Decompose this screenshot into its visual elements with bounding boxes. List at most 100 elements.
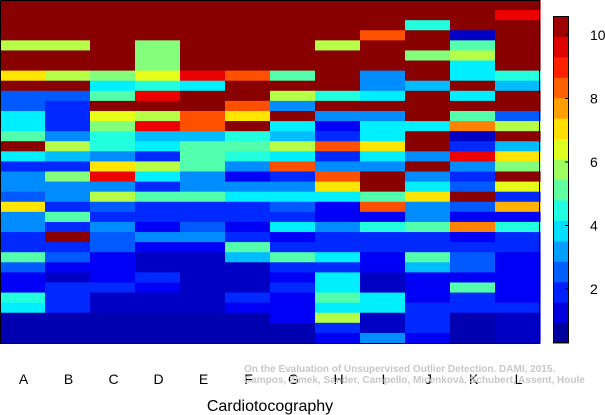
- heatmap-cell: [0, 322, 46, 334]
- heatmap-cell: [495, 312, 541, 324]
- heatmap-cell: [45, 221, 91, 233]
- heatmap-cell: [90, 181, 136, 193]
- heatmap-cell: [270, 332, 316, 344]
- heatmap-cell: [270, 131, 316, 142]
- heatmap-cell: [0, 211, 46, 223]
- heatmap-cell: [450, 191, 496, 203]
- heatmap-cell: [405, 60, 451, 72]
- caption: On the Evaluation of Unsupervised Outlie…: [244, 364, 585, 386]
- heatmap-cell: [315, 262, 361, 273]
- heatmap-cell: [360, 252, 406, 263]
- heatmap-cell: [450, 302, 496, 314]
- heatmap-cell: [135, 242, 181, 253]
- heatmap-cell: [405, 191, 451, 203]
- heatmap-cell: [225, 322, 271, 334]
- heatmap-cell: [45, 121, 91, 132]
- heatmap-cell: [180, 282, 226, 294]
- heatmap-cell: [135, 161, 181, 173]
- heatmap-cell: [360, 30, 406, 41]
- heatmap-cell: [180, 232, 226, 243]
- heatmap-cell: [270, 292, 316, 304]
- heatmap-cell: [270, 232, 316, 243]
- heatmap-cell: [180, 80, 226, 92]
- heatmap-cell: [450, 292, 496, 304]
- colorbar-segment: [553, 240, 569, 262]
- heatmap-cell: [495, 272, 541, 284]
- heatmap-cell: [135, 262, 181, 273]
- plot-frame: [0, 0, 540, 344]
- colorbar-segment: [553, 97, 569, 119]
- heatmap-cell: [45, 191, 91, 203]
- x-tick-label: I: [382, 371, 386, 387]
- heatmap-cell: [135, 252, 181, 263]
- heatmap-cell: [45, 272, 91, 284]
- heatmap-cell: [135, 10, 181, 21]
- heatmap-cell: [0, 90, 46, 102]
- heatmap-cell: [405, 332, 451, 344]
- heatmap-cell: [360, 232, 406, 243]
- heatmap-cell: [450, 90, 496, 102]
- heatmap-cell: [315, 30, 361, 41]
- colorbar-tick-label: 2: [590, 281, 598, 297]
- heatmap-cell: [360, 151, 406, 163]
- heatmap-cell: [450, 312, 496, 324]
- heatmap-cell: [360, 80, 406, 92]
- heatmap-cell: [405, 90, 451, 102]
- heatmap-cell: [360, 110, 406, 122]
- heatmap-cell: [450, 171, 496, 183]
- heatmap-cell: [360, 302, 406, 314]
- heatmap-cell: [270, 50, 316, 62]
- heatmap-cell: [495, 131, 541, 142]
- caption-line: On the Evaluation of Unsupervised Outlie…: [244, 364, 555, 375]
- heatmap-cell: [0, 201, 46, 213]
- x-tick-label: H: [333, 371, 343, 387]
- x-tick-label: B: [64, 371, 73, 387]
- heatmap-cell: [450, 10, 496, 21]
- heatmap-cell: [0, 272, 46, 284]
- colorbar-tick-label: 4: [590, 218, 598, 234]
- heatmap-cell: [270, 90, 316, 102]
- heatmap-cell: [450, 282, 496, 294]
- heatmap-cell: [315, 272, 361, 284]
- heatmap-cell: [0, 20, 46, 31]
- heatmap-cell: [360, 171, 406, 183]
- heatmap-cell: [405, 211, 451, 223]
- heatmap-cell: [270, 211, 316, 223]
- heatmap-cell: [315, 141, 361, 152]
- heatmap-cell: [225, 201, 271, 213]
- heatmap-cell: [45, 262, 91, 273]
- colorbar-segment: [553, 159, 569, 180]
- x-axis-label: Cardiotocography: [207, 398, 333, 415]
- heatmap-cell: [225, 30, 271, 41]
- heatmap-cell: [315, 151, 361, 163]
- heatmap-cell: [225, 302, 271, 314]
- heatmap-cell: [270, 282, 316, 294]
- heatmap-cell: [90, 332, 136, 344]
- heatmap-cell: [0, 232, 46, 243]
- heatmap-cell: [135, 181, 181, 193]
- heatmap-cell: [360, 312, 406, 324]
- heatmap-cell: [90, 90, 136, 102]
- heatmap-cell: [225, 40, 271, 52]
- heatmap-cell: [0, 282, 46, 294]
- heatmap-cell: [135, 232, 181, 243]
- heatmap-cell: [360, 161, 406, 173]
- heatmap-cell: [360, 191, 406, 203]
- heatmap-cell: [225, 272, 271, 284]
- heatmap-cell: [270, 30, 316, 41]
- heatmap-cell: [495, 90, 541, 102]
- heatmap-cell: [90, 50, 136, 62]
- heatmap-cell: [0, 302, 46, 314]
- heatmap-cell: [405, 171, 451, 183]
- heatmap-cell: [270, 141, 316, 152]
- heatmap-cell: [315, 60, 361, 72]
- heatmap-cell: [405, 282, 451, 294]
- colorbar-ticks: 2 4 6 8 10: [565, 27, 605, 297]
- heatmap-cell: [0, 151, 46, 163]
- heatmap-cell: [225, 20, 271, 31]
- heatmap-cell: [180, 60, 226, 72]
- heatmap-cell: [0, 292, 46, 304]
- heatmap-cell: [405, 151, 451, 163]
- heatmap-cell: [180, 100, 226, 112]
- heatmap-cell: [315, 20, 361, 31]
